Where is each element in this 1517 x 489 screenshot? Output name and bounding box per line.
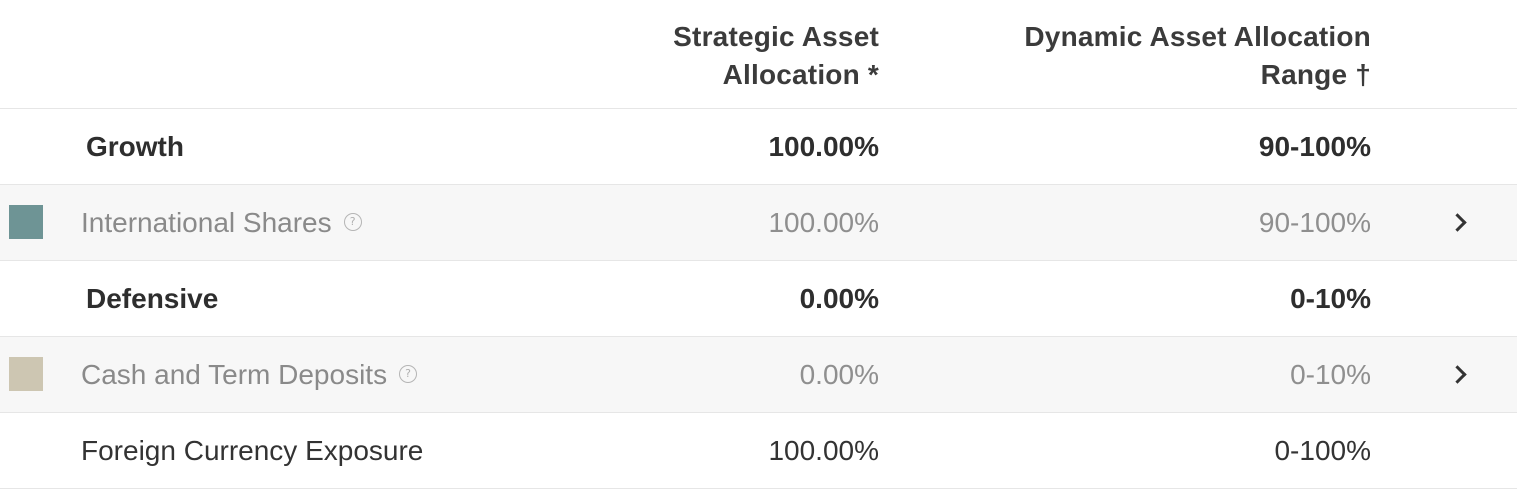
asset-row-international-shares[interactable]: International Shares? 100.00% 90-100% (0, 185, 1517, 261)
asset-row-cash-and-term-deposits[interactable]: Cash and Term Deposits? 0.00% 0-10% (0, 337, 1517, 413)
asset-label: International Shares (81, 207, 332, 238)
header-dynamic-line2: Range † (1260, 59, 1371, 90)
row-foreign-currency-exposure: Foreign Currency Exposure 100.00% 0-100% (0, 413, 1517, 489)
dynamic-allocation-range: 90-100% (1258, 207, 1371, 238)
question-circle-icon[interactable]: ? (399, 364, 418, 383)
group-label: Growth (86, 131, 184, 162)
row-label: Foreign Currency Exposure (81, 435, 424, 466)
group-label: Defensive (86, 283, 219, 314)
dynamic-allocation-range: 0-10% (1290, 283, 1371, 314)
group-row-defensive: Defensive 0.00% 0-10% (0, 261, 1517, 337)
dynamic-allocation-range: 90-100% (1258, 131, 1371, 162)
table-header: Strategic Asset Allocation * Dynamic Ass… (0, 0, 1517, 109)
strategic-allocation-value: 100.00% (768, 207, 879, 238)
asset-label: Cash and Term Deposits (81, 359, 388, 390)
strategic-allocation-value: 0.00% (799, 359, 879, 390)
header-dynamic-asset-allocation-range: Dynamic Asset Allocation Range † (951, 18, 1371, 94)
header-strategic-asset-allocation: Strategic Asset Allocation * (559, 18, 879, 94)
chevron-right-icon[interactable] (1448, 213, 1467, 232)
strategic-allocation-value: 0.00% (799, 283, 879, 314)
question-circle-icon[interactable]: ? (343, 212, 362, 231)
asset-label-wrap: International Shares? (81, 185, 362, 260)
asset-color-swatch (9, 357, 43, 391)
strategic-allocation-value: 100.00% (768, 435, 879, 466)
group-row-growth: Growth 100.00% 90-100% (0, 109, 1517, 185)
asset-color-swatch (9, 205, 43, 239)
header-strategic-line1: Strategic Asset (673, 21, 879, 52)
dynamic-allocation-range: 0-10% (1290, 359, 1371, 390)
strategic-allocation-value: 100.00% (768, 131, 879, 162)
dynamic-allocation-range: 0-100% (1274, 435, 1371, 466)
chevron-right-icon[interactable] (1448, 365, 1467, 384)
header-strategic-line2: Allocation * (722, 59, 879, 90)
header-dynamic-line1: Dynamic Asset Allocation (1024, 21, 1371, 52)
asset-label-wrap: Cash and Term Deposits? (81, 337, 418, 412)
